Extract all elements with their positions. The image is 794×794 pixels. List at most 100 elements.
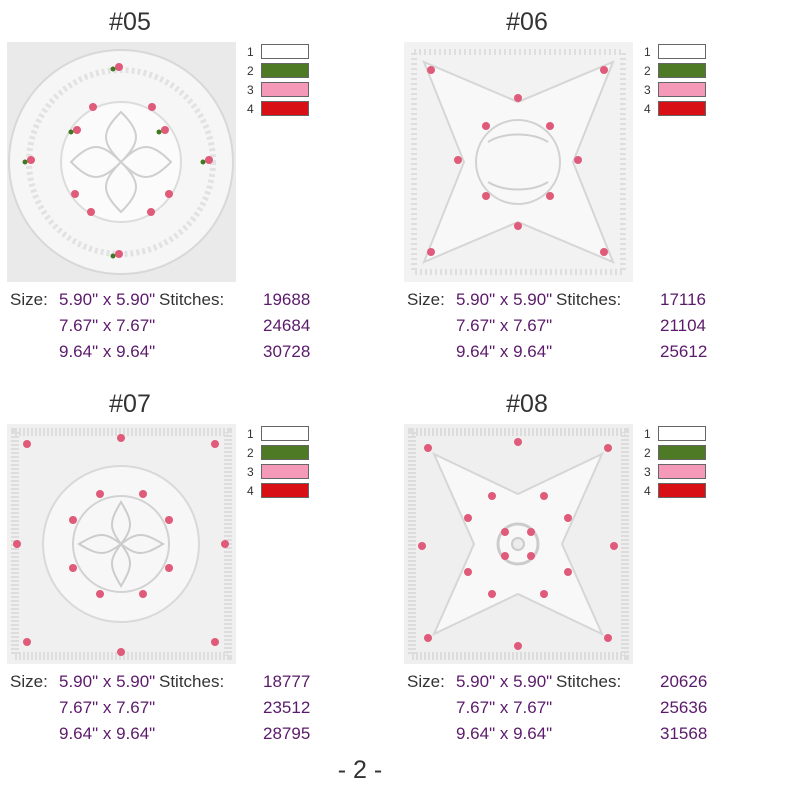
- swatch-color: [658, 82, 706, 97]
- design-panel-05: #05 1 2 3 4 Size: 5.90" x: [0, 0, 390, 370]
- color-swatch-1: 1: [247, 424, 309, 443]
- size-value: 7.67" x 7.67": [59, 698, 156, 717]
- color-swatch-4: 4: [247, 99, 309, 118]
- stitches-label: Stitches:: [556, 290, 622, 309]
- color-swatch-list: 1 2 3 4: [644, 42, 706, 118]
- stitch-count: 21104: [660, 316, 707, 335]
- color-swatch-3: 3: [644, 80, 706, 99]
- stitches-label: Stitches:: [159, 290, 225, 309]
- embroidery-photo: [404, 42, 633, 282]
- swatch-number: 1: [644, 44, 651, 59]
- design-panel-08: #08 1 2 3 4 Size: 5.90" x 5.90: [397, 382, 787, 752]
- swatch-color: [261, 44, 309, 59]
- stitch-count: 25612: [660, 342, 708, 361]
- color-swatch-list: 1 2 3 4: [247, 424, 309, 500]
- swatch-number: 4: [247, 483, 254, 498]
- color-swatch-2: 2: [247, 61, 309, 80]
- swatch-number: 3: [247, 82, 254, 97]
- stitch-count: 20626: [660, 672, 708, 691]
- swatch-color: [658, 483, 706, 498]
- stitch-count: 28795: [263, 724, 311, 743]
- swatch-color: [261, 101, 309, 116]
- swatch-color: [261, 445, 309, 460]
- swatch-number: 4: [247, 101, 254, 116]
- color-swatch-3: 3: [247, 462, 309, 481]
- color-swatch-3: 3: [644, 462, 706, 481]
- swatch-color: [261, 63, 309, 78]
- size-value: 5.90" x 5.90": [456, 672, 553, 691]
- size-value: 9.64" x 9.64": [456, 342, 553, 361]
- swatch-color: [658, 63, 706, 78]
- color-swatch-1: 1: [644, 42, 706, 61]
- color-swatch-4: 4: [644, 481, 706, 500]
- size-value: 5.90" x 5.90": [59, 290, 156, 309]
- page-number: - 2 -: [337, 756, 383, 784]
- design-title: #06: [506, 8, 548, 36]
- color-swatch-2: 2: [644, 443, 706, 462]
- quilt-design-image: [404, 42, 633, 282]
- swatch-color: [261, 82, 309, 97]
- color-swatch-list: 1 2 3 4: [247, 42, 309, 118]
- swatch-number: 3: [247, 464, 254, 479]
- swatch-color: [658, 44, 706, 59]
- size-label: Size:: [10, 290, 48, 309]
- stitch-count: 31568: [660, 724, 708, 743]
- embroidery-photo: [404, 424, 633, 664]
- size-label: Size:: [407, 290, 445, 309]
- embroidery-photo: [7, 42, 236, 282]
- swatch-color: [658, 445, 706, 460]
- swatch-number: 1: [247, 44, 254, 59]
- stitches-label: Stitches:: [159, 672, 225, 691]
- color-swatch-list: 1 2 3 4: [644, 424, 706, 500]
- size-value: 5.90" x 5.90": [59, 672, 156, 691]
- quilt-design-image: [404, 424, 633, 664]
- design-panel-07: #07 1 2 3 4 Size: 5.90" x 5.90" Stitches…: [0, 382, 390, 752]
- stitch-count: 23512: [263, 698, 311, 717]
- swatch-number: 2: [644, 445, 651, 460]
- swatch-number: 2: [247, 63, 254, 78]
- design-title: #08: [506, 390, 548, 418]
- color-swatch-2: 2: [644, 61, 706, 80]
- swatch-number: 4: [644, 101, 651, 116]
- swatch-number: 2: [644, 63, 651, 78]
- size-value: 9.64" x 9.64": [456, 724, 553, 743]
- swatch-number: 4: [644, 483, 651, 498]
- swatch-number: 2: [247, 445, 254, 460]
- color-swatch-3: 3: [247, 80, 309, 99]
- embroidery-photo: [7, 424, 236, 664]
- size-label: Size:: [10, 672, 48, 691]
- swatch-color: [658, 426, 706, 441]
- color-swatch-4: 4: [247, 481, 309, 500]
- swatch-number: 1: [247, 426, 254, 441]
- size-value: 5.90" x 5.90": [456, 290, 553, 309]
- stitch-count: 17116: [660, 290, 707, 309]
- quilt-design-image: [7, 42, 236, 282]
- swatch-color: [261, 426, 309, 441]
- color-swatch-1: 1: [644, 424, 706, 443]
- color-swatch-1: 1: [247, 42, 309, 61]
- swatch-color: [261, 464, 309, 479]
- swatch-color: [658, 101, 706, 116]
- stitches-label: Stitches:: [556, 672, 622, 691]
- design-title: #07: [109, 390, 151, 418]
- swatch-color: [658, 464, 706, 479]
- swatch-number: 3: [644, 82, 651, 97]
- size-value: 7.67" x 7.67": [59, 316, 156, 335]
- design-title: #05: [109, 8, 151, 36]
- design-panel-06: #06 1 2 3 4 Size: 5.90" x 5.90" Stitches…: [397, 0, 787, 370]
- quilt-design-image: [7, 424, 236, 664]
- size-value: 9.64" x 9.64": [59, 342, 156, 361]
- swatch-number: 3: [644, 464, 651, 479]
- size-value: 9.64" x 9.64": [59, 724, 156, 743]
- stitch-count: 19688: [263, 290, 311, 309]
- size-label: Size:: [407, 672, 445, 691]
- size-value: 7.67" x 7.67": [456, 698, 553, 717]
- color-swatch-2: 2: [247, 443, 309, 462]
- stitch-count: 24684: [263, 316, 311, 335]
- stitch-count: 25636: [660, 698, 708, 717]
- swatch-number: 1: [644, 426, 651, 441]
- swatch-color: [261, 483, 309, 498]
- color-swatch-4: 4: [644, 99, 706, 118]
- size-value: 7.67" x 7.67": [456, 316, 553, 335]
- stitch-count: 18777: [263, 672, 311, 691]
